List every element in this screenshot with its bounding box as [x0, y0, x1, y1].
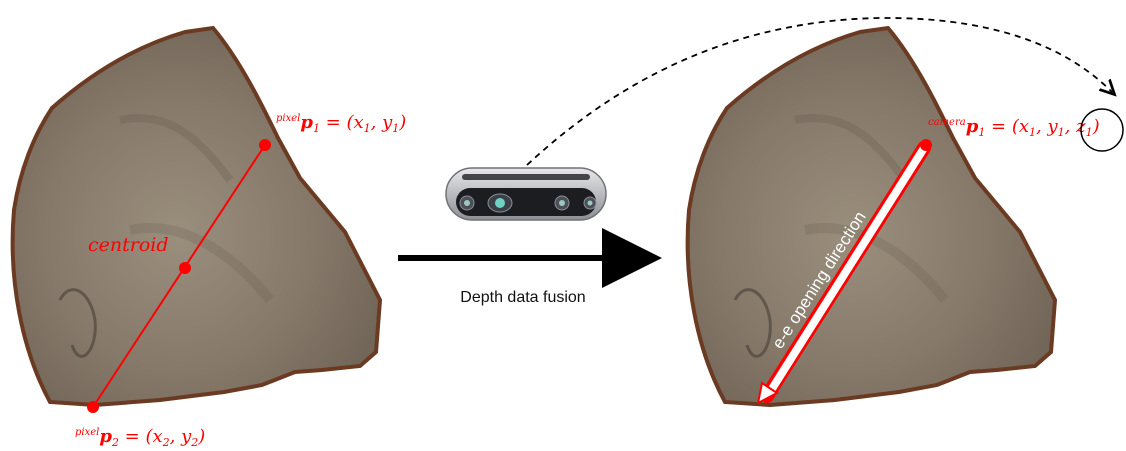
centroid-label: centroid: [88, 234, 169, 256]
p1-mid: , y: [371, 112, 393, 133]
p1-symbol: p: [300, 112, 313, 133]
rp1-symbol: p: [966, 116, 979, 137]
p1-eq: = (x: [320, 112, 364, 133]
p2-subx: 2: [162, 436, 170, 449]
dashed-projection-arrow: [526, 17, 1112, 166]
p2-eq: = (x: [119, 426, 163, 447]
rp1-mid: , y: [1036, 116, 1058, 137]
opening-direction-arrow: [756, 141, 931, 405]
rp1-sep: ,: [1065, 116, 1076, 137]
p2-suby: 2: [190, 436, 198, 449]
left-p2-point: [87, 401, 99, 413]
right-stone-image: [685, 25, 1058, 408]
fusion-caption: Depth data fusion: [460, 289, 585, 306]
rp1-subz: 1: [1086, 126, 1093, 139]
p1-close: ): [398, 112, 406, 133]
left-p1-label: pixelp1 = (x1, y1): [276, 112, 406, 135]
p2-symbol: p: [99, 426, 112, 447]
left-p2-label: pixelp2 = (x2, y2): [75, 426, 205, 449]
rp1-eq: = (x: [985, 116, 1029, 137]
rp1-subscript: 1: [978, 126, 985, 139]
p1-subx: 1: [364, 122, 371, 135]
depth-camera-icon: [445, 167, 607, 221]
rp1-suby: 1: [1058, 126, 1065, 139]
right-p1-point: [920, 139, 932, 151]
p1-subscript: 1: [313, 122, 320, 135]
left-annotation: [87, 139, 271, 413]
p1-suby: 1: [392, 122, 399, 135]
p2-superscript: pixel: [75, 427, 99, 438]
p1-superscript: pixel: [276, 113, 300, 124]
left-stone-image: [10, 25, 383, 408]
p2-close: ): [197, 426, 205, 447]
p2-mid: , y: [170, 426, 192, 447]
p1-p2-line: [92, 144, 266, 408]
rp1-superscript: camera: [928, 117, 966, 128]
centroid-point: [179, 262, 191, 274]
z-highlight-circle: [1080, 108, 1124, 152]
rp1-close: ): [1092, 116, 1100, 137]
left-p1-point: [259, 139, 271, 151]
rp1-subx: 1: [1029, 126, 1036, 139]
p2-subscript: 2: [111, 436, 119, 449]
